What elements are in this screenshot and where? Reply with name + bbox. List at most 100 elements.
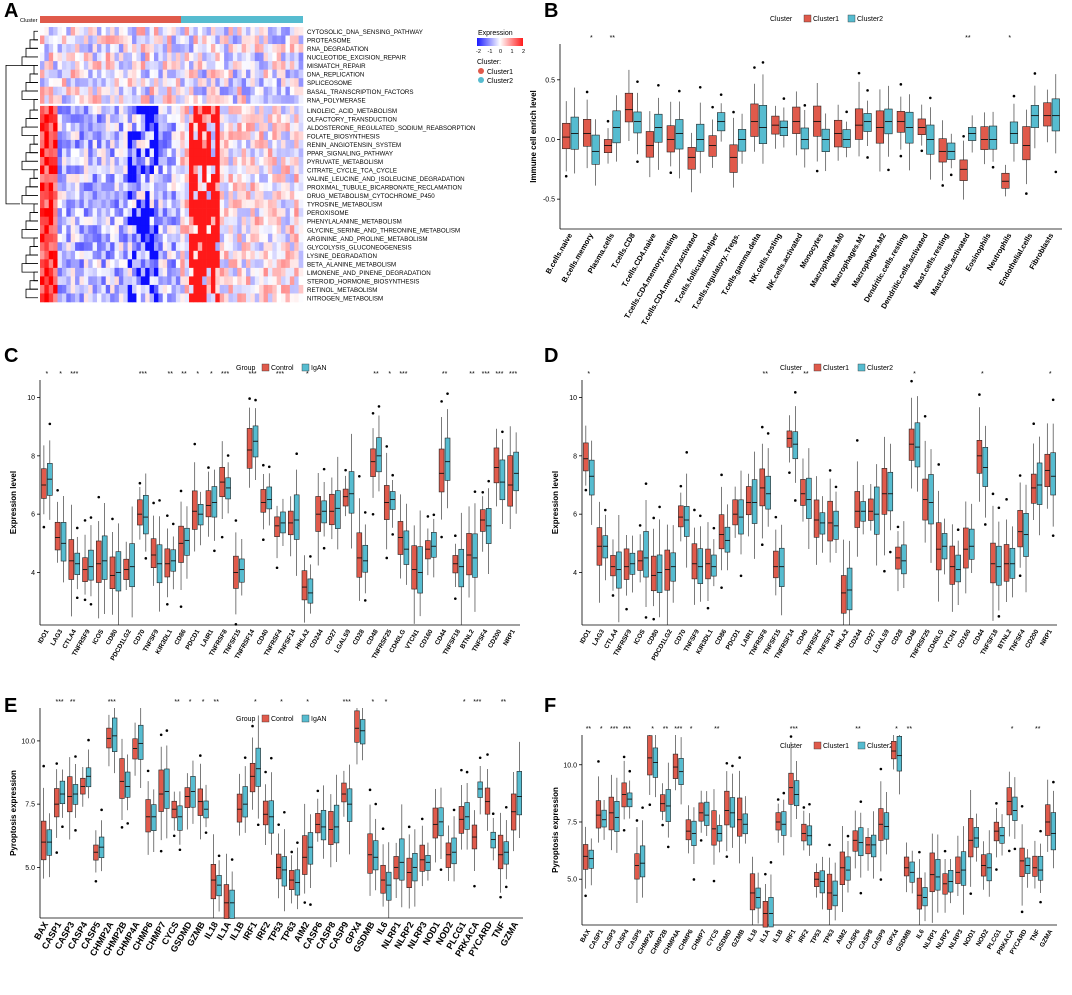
heat-cell [149,293,155,303]
heat-cell [140,122,146,132]
heat-cell [246,191,251,200]
box-body [840,575,847,614]
heat-cell [105,44,111,53]
heat-cell [246,69,251,79]
heat-cell [228,199,234,209]
heat-cell [224,27,229,36]
category-label: IDO1 [579,628,593,645]
heat-cell [189,114,194,124]
heat-cell [232,284,238,294]
box-outlier [504,805,508,809]
heat-cell [197,27,203,36]
heat-cell [57,156,63,166]
heat-cell [114,259,120,269]
heat-cell [83,78,89,88]
box-outlier [794,391,797,394]
pathway-label: BETA_ALANINE_METABOLISM [307,261,396,268]
heat-cell [149,250,155,260]
box-outlier [739,574,743,578]
heat-cell [237,233,242,243]
heat-cell [285,114,291,124]
heat-cell [237,284,242,294]
heat-cell [180,131,185,141]
heat-cell [202,69,207,79]
heat-cell [202,216,207,226]
heat-cell [158,69,164,79]
box-body [949,545,956,585]
dendro-branch [33,169,38,179]
dendro-root [5,64,34,205]
heat-cell [162,114,168,124]
heat-cell [167,27,172,36]
legend-label-1: Cluster1 [823,365,849,372]
heat-cell [158,95,164,105]
box-body [928,474,934,525]
box-body [1003,544,1010,582]
box-body [406,857,412,889]
pathway-label: NUCLEOTIDE_EXCISION_REPAIR [307,55,406,62]
heat-cell [276,165,282,175]
heat-cell [215,122,221,132]
heat-cell [92,225,98,235]
heat-cell [202,225,207,235]
heat-cell [145,191,150,200]
heat-cell [88,131,93,141]
box-body [85,767,92,788]
box-outlier [699,514,702,518]
box-body [210,864,217,900]
heat-cell [232,114,238,124]
heat-cell [158,165,164,175]
heat-cell [40,174,45,183]
heat-cell [118,52,124,62]
box-outlier [254,398,257,402]
heat-cell [246,27,251,36]
heat-cell [193,131,199,141]
heat-cell [83,174,89,183]
y-axis-label: Pyroptosis expression [551,787,560,873]
heat-cell [140,276,146,286]
box-body [255,747,261,787]
heat-cell [149,148,155,158]
heat-cell [145,293,150,303]
heat-cell [132,95,137,105]
heat-cell [132,131,137,141]
heat-cell [289,69,295,79]
heat-cell [250,276,256,286]
heat-cell [83,259,89,269]
heat-cell [206,250,212,260]
heat-cell [241,293,247,303]
heat-cell [263,139,269,149]
heat-cell [281,165,286,175]
heat-cell [79,174,85,183]
heat-cell [224,95,229,105]
heat-cell [44,182,50,192]
heat-cell [246,233,251,243]
heat-cell [162,284,168,294]
heat-cell [202,44,207,53]
heat-cell [276,174,282,183]
heat-cell [210,139,216,149]
heat-cell [228,165,234,175]
pathway-label: MISMATCH_REPAIR [307,63,366,70]
heat-cell [136,95,142,105]
panel-letter: D [544,345,558,367]
heat-cell [180,114,185,124]
heat-cell [118,105,124,115]
heat-cell [241,284,247,294]
heat-cell [180,139,185,149]
heat-cell [281,35,286,45]
heat-cell [53,148,58,158]
box-outlier [920,149,924,153]
heat-cell [61,225,67,235]
heat-cell [202,233,207,243]
heat-cell [96,242,102,252]
heat-cell [219,242,225,252]
box-body [419,844,425,872]
box-outlier [693,508,696,512]
heat-cell [83,284,89,294]
box-outlier [158,499,161,502]
heat-cell [219,44,225,53]
heat-cell [272,199,277,209]
box-body [724,790,730,826]
box-outlier [929,96,932,100]
